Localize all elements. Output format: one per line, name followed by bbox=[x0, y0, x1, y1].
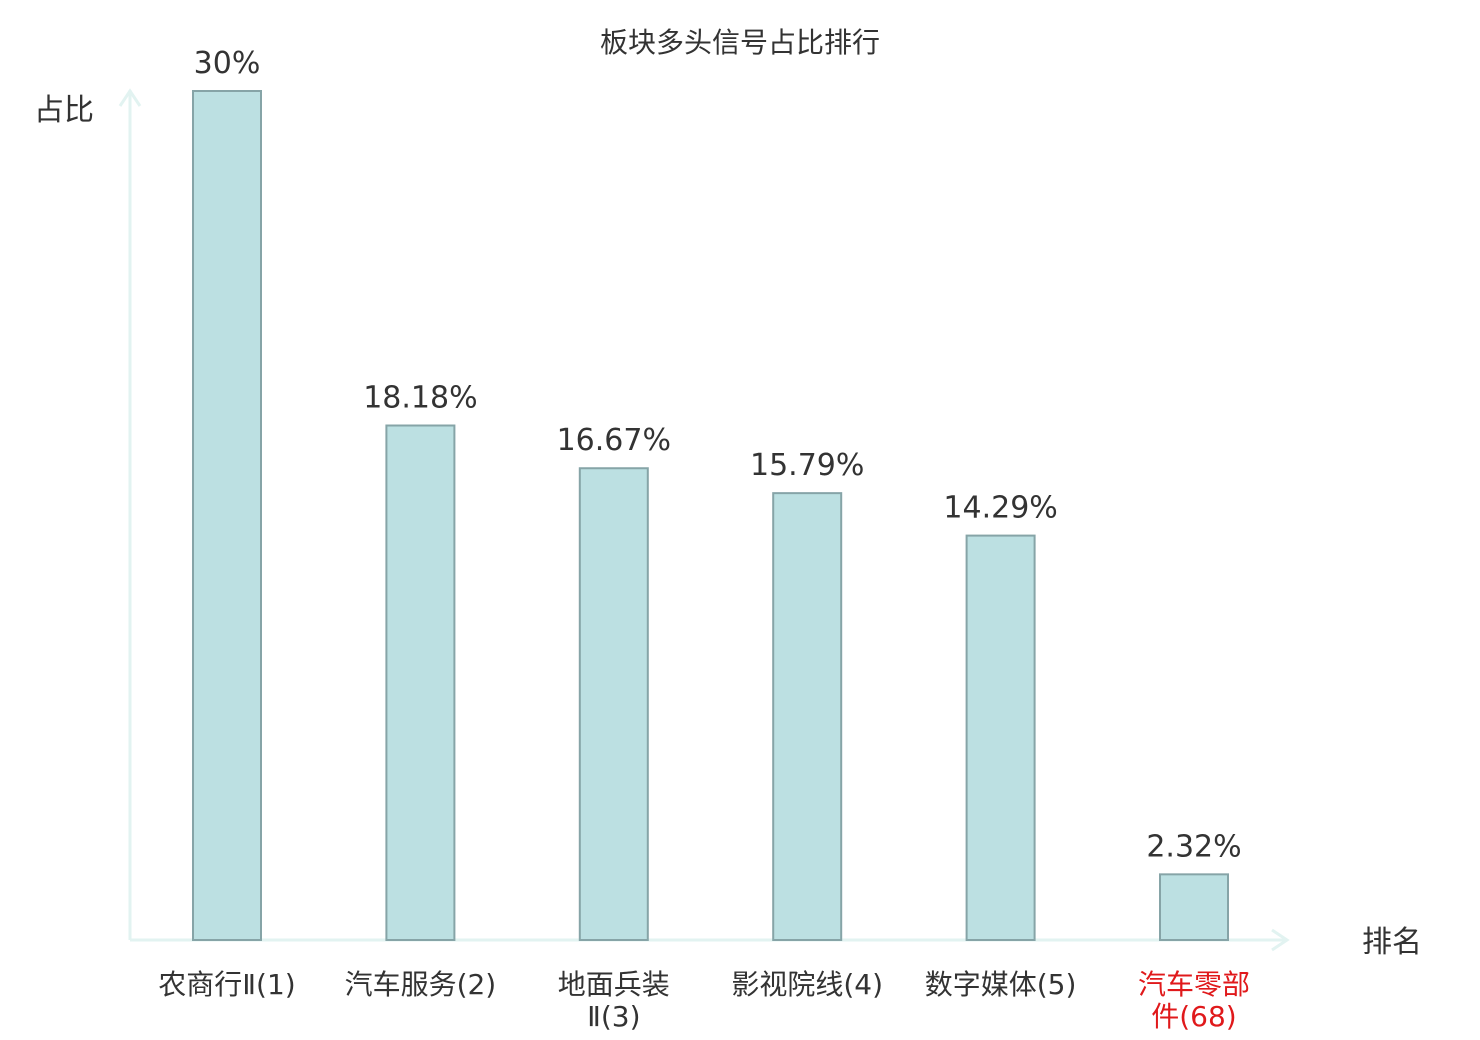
bar bbox=[772, 492, 843, 941]
tick-label: 数字媒体(5) bbox=[925, 968, 1077, 1001]
axes bbox=[118, 88, 1290, 952]
tick-label: 汽车服务(2) bbox=[345, 968, 497, 1001]
y-axis-arrow-icon bbox=[118, 88, 142, 107]
data-label: 30% bbox=[194, 46, 261, 81]
tick-label: Ⅱ(3) bbox=[587, 1000, 640, 1033]
tick-label-highlight: 件(68) bbox=[1151, 1000, 1236, 1033]
data-label: 2.32% bbox=[1146, 829, 1241, 864]
data-label: 15.79% bbox=[750, 448, 864, 483]
data-label: 18.18% bbox=[363, 381, 477, 416]
chart-title: 板块多头信号占比排行 bbox=[600, 26, 880, 59]
bar bbox=[578, 467, 649, 941]
x-axis-arrow-icon bbox=[1271, 928, 1290, 952]
tick-label: 农商行Ⅱ(1) bbox=[158, 968, 295, 1001]
data-label: 16.67% bbox=[557, 423, 671, 458]
bar bbox=[965, 534, 1036, 942]
data-label: 14.29% bbox=[943, 491, 1057, 526]
y-axis-label: 占比 bbox=[34, 93, 94, 128]
bar bbox=[1159, 873, 1229, 941]
bars-group bbox=[192, 90, 1229, 942]
x-axis-label: 排名 bbox=[1362, 925, 1422, 960]
bar bbox=[385, 424, 456, 942]
tick-label: 影视院线(4) bbox=[731, 968, 883, 1001]
tick-label: 地面兵装 bbox=[558, 968, 670, 1001]
bar bbox=[192, 90, 262, 941]
tick-label-highlight: 汽车零部 bbox=[1138, 968, 1250, 1001]
